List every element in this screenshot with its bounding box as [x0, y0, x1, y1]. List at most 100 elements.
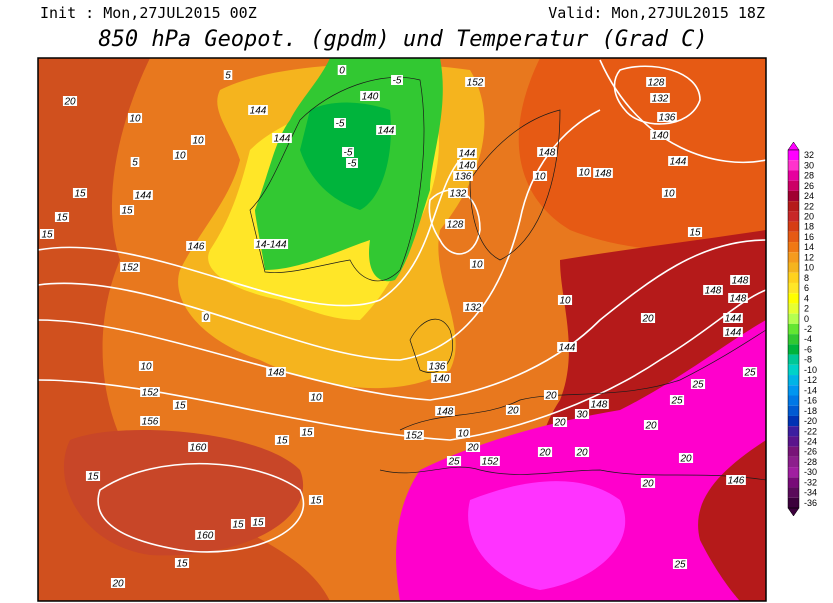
contour-label-box — [119, 205, 135, 215]
contour-label: 156 — [142, 417, 159, 428]
contour-label-box — [427, 361, 447, 371]
contour-label: 148 — [732, 276, 749, 287]
colorbar-band — [788, 395, 799, 406]
colorbar-label: -10 — [804, 365, 817, 375]
contour-label: 20 — [553, 418, 566, 429]
contour-label-box — [589, 399, 609, 409]
contour-label-box — [391, 75, 403, 85]
colorbar-top — [787, 141, 800, 151]
contour-label: 144 — [250, 106, 267, 117]
contour-label: 0 — [203, 313, 209, 324]
contour-label: 160 — [190, 443, 207, 454]
contour-label-box — [643, 420, 659, 430]
contour-label: 152 — [467, 78, 484, 89]
contour-label: 10 — [310, 393, 322, 404]
contour-label: 136 — [455, 172, 472, 183]
colorbar-frame — [787, 149, 800, 509]
colorbar-band — [788, 467, 799, 478]
contour-label-box — [669, 395, 685, 405]
contour-label: 5 — [225, 71, 231, 82]
colorbar-label: 26 — [804, 181, 814, 191]
colorbar-label: 0 — [804, 314, 809, 324]
contour-label: 25 — [673, 560, 686, 571]
contour-label-box — [404, 430, 424, 440]
colorbar-label: 24 — [804, 191, 814, 201]
contour-label-box — [742, 367, 758, 377]
contour-label: 148 — [730, 294, 747, 305]
colorbar-band — [788, 477, 799, 488]
warm-north-east — [518, 58, 766, 251]
colorbar-band — [788, 323, 799, 335]
colorbar-label: -6 — [804, 344, 812, 354]
contour-label: 20 — [466, 443, 479, 454]
contour-label-box — [266, 367, 286, 377]
contour-label-box — [446, 456, 462, 466]
contour-label-box — [195, 530, 215, 540]
contour-label-box — [346, 158, 358, 168]
contour-label-box — [730, 275, 750, 285]
colorbar-band — [788, 262, 799, 273]
colorbar-label: -4 — [804, 334, 812, 344]
contour-label-box — [463, 302, 483, 312]
contour-label: 15 — [74, 189, 86, 200]
contour-label: 144 — [725, 314, 742, 325]
contour-label: 144 — [725, 328, 742, 339]
colorbar-label: -8 — [804, 355, 812, 365]
contour-label: 10 — [471, 260, 483, 271]
contour-label-box — [299, 427, 315, 437]
contour-label-box — [657, 112, 677, 122]
contour-label: 152 — [122, 263, 139, 274]
colorbar-band — [788, 282, 799, 294]
contour-label: 144 — [378, 126, 395, 137]
colorbar-band — [788, 497, 799, 508]
contour-label: 15 — [174, 401, 186, 412]
contour-label: 15 — [121, 206, 133, 217]
contour-label-box — [723, 327, 743, 337]
contour-label-box — [272, 133, 292, 143]
contour-label-box — [690, 379, 706, 389]
contour-label: 25 — [670, 396, 683, 407]
colorbar-label: 2 — [804, 304, 809, 314]
contour-label-box — [253, 239, 289, 249]
contour-label-box — [188, 442, 208, 452]
contour-label: 144 — [274, 134, 291, 145]
contour-label-box — [668, 156, 688, 166]
contour-label: 15 — [176, 559, 188, 570]
map-title: 850 hPa Geopot. (gpdm) und Temperatur (G… — [98, 27, 707, 52]
contour-label: 148 — [705, 286, 722, 297]
colorbar-band — [788, 375, 799, 386]
colorbar-label: 12 — [804, 252, 814, 262]
contour-label-box — [110, 578, 126, 588]
colorbar-label: 14 — [804, 242, 814, 252]
contour-label: 25 — [743, 368, 756, 379]
contour-label-box — [186, 241, 206, 251]
colorbar-label: 18 — [804, 222, 814, 232]
contour-label: 132 — [450, 189, 467, 200]
contour-label-box — [138, 361, 154, 371]
init-time: Init : Mon,27JUL2015 00Z — [40, 4, 257, 22]
contour-label-box — [140, 416, 160, 426]
colorbar-label: -14 — [804, 385, 817, 395]
colorbar-label: 8 — [804, 273, 809, 283]
contour-label-box — [140, 387, 160, 397]
contour-label: -5 — [336, 119, 345, 130]
contour-label-box — [537, 447, 553, 457]
contour-label-box — [532, 171, 548, 181]
colorbar-band — [788, 201, 799, 212]
colorbar-band — [788, 334, 799, 345]
colorbar-label: -34 — [804, 488, 817, 498]
contour-label-box — [661, 188, 677, 198]
colorbar-band — [788, 150, 799, 161]
contour-label: 20 — [538, 448, 551, 459]
colorbar-label: -18 — [804, 406, 817, 416]
contour-label: 128 — [447, 220, 464, 231]
contour-label-box — [687, 227, 703, 237]
contour-label: 148 — [595, 169, 612, 180]
contour-label-box — [650, 130, 670, 140]
contour-label: 152 — [482, 457, 499, 468]
contour-label: 152 — [142, 388, 159, 399]
contour-label: 140 — [433, 374, 450, 385]
colorbar-band — [788, 211, 799, 222]
